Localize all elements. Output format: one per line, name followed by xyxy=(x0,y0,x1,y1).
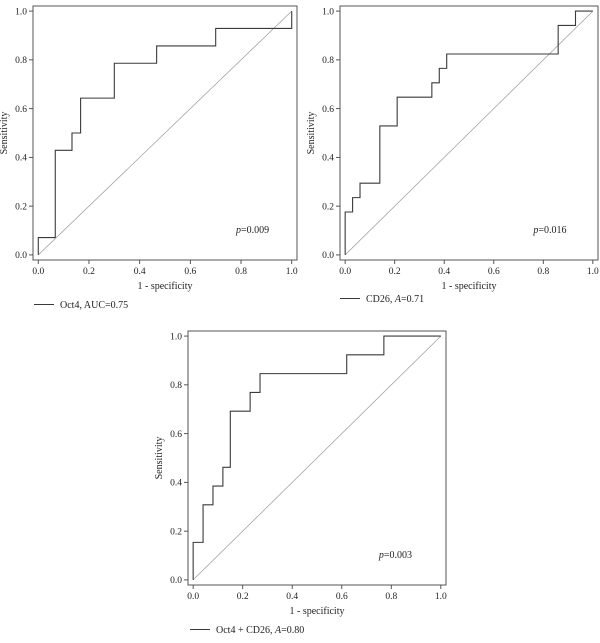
roc-curve xyxy=(192,335,441,580)
legend: CD26, A=0.71 xyxy=(340,294,424,305)
x-axis-label: 1 - specificity xyxy=(290,606,345,617)
x-tick-label: 0.6 xyxy=(184,267,196,277)
p-value-annotation: p=0.016 xyxy=(532,225,566,236)
chart-3: 0.0 0.2 0.4 0.6 0.8 1.0 0.0 0.2 0.4 0.6 0.8 1.0 1 - … xyxy=(154,330,447,636)
y-tick-label: 0.4 xyxy=(170,479,182,489)
y-tick-label: 0.4 xyxy=(322,154,334,164)
y-axis-label: Sensitivity xyxy=(0,112,10,155)
y-tick-label: 0.0 xyxy=(170,576,182,586)
legend: Oct4 + CD26, A=0.80 xyxy=(190,625,304,636)
reference-diagonal xyxy=(192,335,442,581)
x-tick-label: 0.2 xyxy=(237,592,249,602)
legend-label: Oct4 + CD26, A=0.80 xyxy=(216,625,304,636)
x-tick-label: 0.4 xyxy=(134,267,146,277)
y-tick-label: 0.0 xyxy=(322,251,334,261)
y-tick-label: 0.6 xyxy=(322,105,334,115)
y-tick-label: 0.2 xyxy=(170,527,182,537)
roc-curve xyxy=(37,11,293,255)
p-value-annotation: p=0.009 xyxy=(235,225,269,236)
x-tick-label: 1.0 xyxy=(587,267,599,277)
x-tick-label: 0.4 xyxy=(438,267,450,277)
y-tick-label: 0.8 xyxy=(322,56,334,66)
y-tick-label: 0.6 xyxy=(15,105,27,115)
y-tick-label: 0.8 xyxy=(170,381,182,391)
plot-frame xyxy=(32,5,298,261)
y-tick-label: 1.0 xyxy=(322,7,334,17)
reference-diagonal xyxy=(344,10,594,256)
chart-2: 0.0 0.2 0.4 0.6 0.8 1.0 0.0 0.2 0.4 0.6 0.8 1.0 1 - … xyxy=(306,5,599,305)
y-axis-label: Sensitivity xyxy=(154,437,165,480)
y-tick-label: 1.0 xyxy=(170,332,182,342)
x-tick-label: 0.4 xyxy=(286,592,298,602)
x-tick-label: 0.2 xyxy=(83,267,95,277)
x-tick-label: 0.6 xyxy=(336,592,348,602)
x-tick-label: 0.0 xyxy=(32,267,44,277)
x-tick-label: 0.6 xyxy=(488,267,500,277)
x-axis-label: 1 - specificity xyxy=(138,281,193,292)
x-tick-label: 0.8 xyxy=(235,267,247,277)
x-tick-label: 0.0 xyxy=(339,267,351,277)
x-tick-label: 0.8 xyxy=(537,267,549,277)
x-tick-label: 0.2 xyxy=(389,267,401,277)
x-tick-label: 0.8 xyxy=(385,592,397,602)
legend-label: Oct4, AUC=0.75 xyxy=(60,300,128,311)
x-axis-label: 1 - specificity xyxy=(442,281,497,292)
y-axis-label: Sensitivity xyxy=(306,112,317,155)
y-tick-label: 0.4 xyxy=(15,154,27,164)
legend: Oct4, AUC=0.75 xyxy=(34,300,128,311)
y-tick-label: 1.0 xyxy=(15,7,27,17)
p-value-annotation: p=0.003 xyxy=(378,550,412,561)
y-tick-label: 0.8 xyxy=(15,56,27,66)
plot-frame xyxy=(339,5,599,261)
x-tick-label: 1.0 xyxy=(286,267,298,277)
reference-diagonal xyxy=(38,10,292,256)
legend-label: CD26, A=0.71 xyxy=(366,294,424,305)
y-tick-label: 0.0 xyxy=(15,251,27,261)
y-tick-label: 0.2 xyxy=(322,202,334,212)
roc-curve xyxy=(344,10,593,255)
x-tick-label: 0.0 xyxy=(187,592,199,602)
x-tick-label: 1.0 xyxy=(435,592,447,602)
y-tick-label: 0.6 xyxy=(170,430,182,440)
y-tick-label: 0.2 xyxy=(15,202,27,212)
plot-frame xyxy=(187,330,447,586)
chart-1: 0.0 0.2 0.4 0.6 0.8 1.0 0.0 0.2 0.4 0.6 0.8 1.0 1 - … xyxy=(0,5,298,311)
